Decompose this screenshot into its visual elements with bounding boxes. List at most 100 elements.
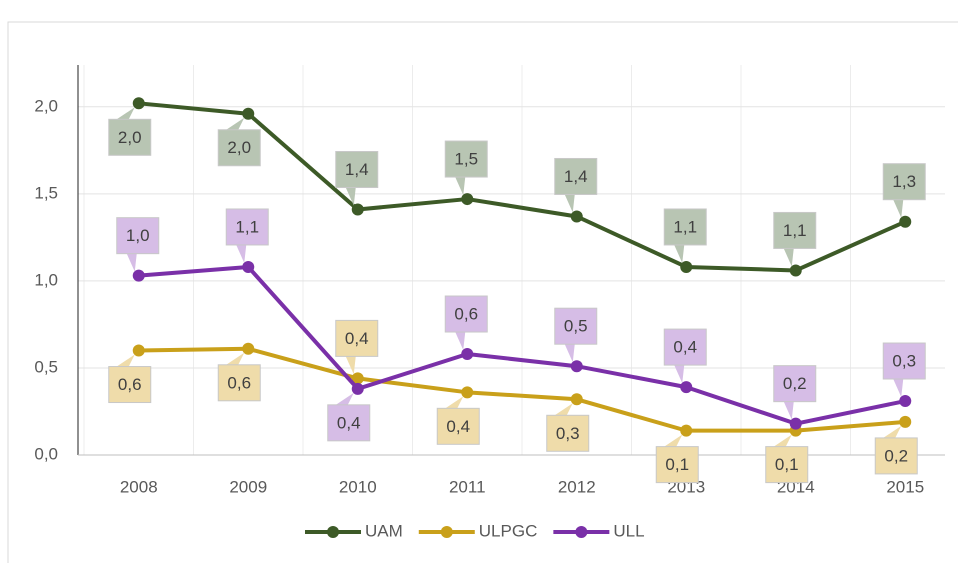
data-point — [680, 260, 693, 273]
label-pointer — [455, 332, 466, 351]
data-label: 1,4 — [564, 167, 588, 186]
data-label: 0,3 — [556, 424, 580, 443]
data-point — [789, 417, 802, 430]
legend-label: ULL — [613, 521, 644, 540]
data-point — [132, 344, 145, 357]
data-label: 1,4 — [345, 160, 369, 179]
data-label: 0,1 — [665, 455, 689, 474]
label-box — [874, 437, 918, 475]
label-box — [554, 157, 598, 195]
data-label: 0,5 — [564, 317, 588, 336]
label-pointer — [226, 117, 245, 130]
data-point — [351, 382, 364, 395]
label-pointer — [345, 187, 356, 206]
label-box — [444, 295, 488, 333]
data-point — [570, 360, 583, 373]
data-point — [789, 264, 802, 277]
label-pointer — [116, 354, 135, 367]
label-box — [217, 364, 261, 402]
label-box — [663, 328, 707, 366]
data-label: 0,6 — [118, 375, 142, 394]
label-box — [765, 446, 809, 484]
series-line — [138, 101, 907, 273]
y-tick-label: 1,0 — [34, 270, 58, 289]
label-box — [554, 307, 598, 345]
label-pointer — [783, 248, 794, 267]
label-box — [436, 407, 480, 445]
data-point — [461, 386, 474, 399]
label-pointer — [554, 403, 573, 416]
data-point — [351, 203, 364, 216]
data-point — [132, 269, 145, 282]
data-point — [570, 210, 583, 223]
data-point — [461, 193, 474, 206]
series-line — [138, 264, 906, 426]
label-pointer — [674, 365, 685, 384]
y-tick-label: 0,0 — [34, 444, 58, 463]
data-label: 2,0 — [227, 138, 251, 157]
data-point — [132, 97, 145, 110]
data-label: 0,1 — [775, 455, 799, 474]
label-pointer — [664, 434, 683, 447]
label-box — [444, 140, 488, 178]
data-label: 0,2 — [884, 446, 908, 465]
label-box — [217, 129, 261, 167]
data-label: 0,4 — [673, 338, 697, 357]
label-pointer — [345, 356, 356, 375]
data-point — [242, 260, 255, 273]
data-label: 2,0 — [118, 128, 142, 147]
label-box — [108, 366, 152, 404]
label-pointer — [564, 344, 575, 363]
data-label: 0,4 — [446, 417, 470, 436]
label-pointer — [445, 396, 464, 409]
label-box — [108, 118, 152, 156]
x-tick-label: 2012 — [558, 477, 596, 496]
label-pointer — [893, 199, 904, 218]
x-tick-label: 2008 — [120, 477, 158, 496]
label-box — [773, 211, 817, 249]
label-pointer — [564, 194, 575, 213]
data-label: 1,1 — [235, 217, 259, 236]
label-pointer — [116, 107, 135, 120]
data-point — [242, 342, 255, 355]
label-box — [882, 163, 926, 201]
label-box — [335, 151, 379, 189]
label-pointer — [883, 425, 902, 438]
label-box — [546, 414, 590, 452]
x-tick-label: 2015 — [886, 477, 924, 496]
label-box — [116, 217, 160, 255]
label-box — [655, 446, 699, 484]
y-tick-label: 2,0 — [34, 96, 58, 115]
x-tick-label: 2009 — [229, 477, 267, 496]
data-point — [680, 424, 693, 437]
label-pointer — [126, 253, 137, 272]
x-tick-label: 2011 — [449, 477, 486, 496]
label-box — [663, 208, 707, 246]
label-box — [225, 208, 269, 246]
data-label: 0,6 — [227, 373, 251, 392]
data-label: 1,1 — [783, 221, 807, 240]
data-point — [461, 348, 474, 361]
data-label: 0,2 — [783, 374, 807, 393]
legend-label: UAM — [365, 521, 403, 540]
data-point — [899, 215, 912, 228]
data-point — [680, 381, 693, 394]
label-pointer — [893, 379, 904, 398]
x-tick-label: 2010 — [339, 477, 377, 496]
data-point — [899, 415, 912, 428]
label-box — [773, 365, 817, 403]
data-label: 0,4 — [345, 329, 369, 348]
label-pointer — [783, 401, 794, 420]
label-pointer — [236, 244, 247, 263]
data-label: 1,0 — [126, 226, 150, 245]
label-pointer — [335, 392, 354, 405]
data-label: 0,6 — [454, 305, 478, 324]
legend-marker — [440, 526, 453, 538]
label-box — [335, 319, 379, 357]
data-label: 0,3 — [892, 352, 916, 371]
label-box — [327, 404, 371, 442]
label-pointer — [674, 244, 685, 263]
data-point — [570, 393, 583, 406]
legend-marker — [327, 526, 339, 538]
